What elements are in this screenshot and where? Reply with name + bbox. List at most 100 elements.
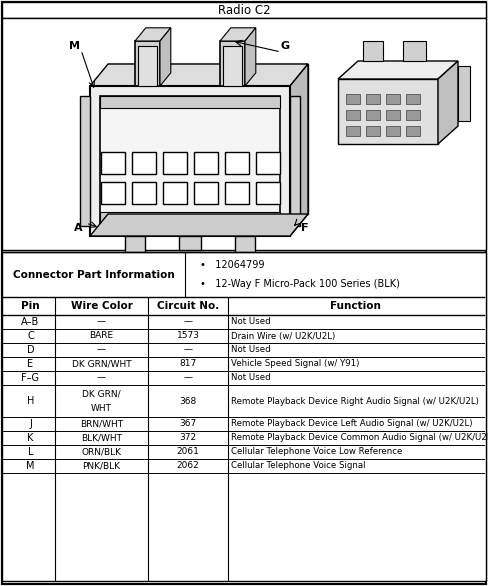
Text: 1573: 1573 — [177, 332, 200, 340]
Text: H: H — [27, 396, 34, 406]
Bar — [125, 236, 145, 258]
Bar — [406, 126, 420, 136]
Text: M: M — [26, 461, 35, 471]
Bar — [366, 126, 380, 136]
Text: BRN/WHT: BRN/WHT — [80, 420, 123, 428]
Bar — [406, 94, 420, 104]
Text: Pin: Pin — [21, 301, 40, 311]
Text: —: — — [183, 318, 192, 326]
Text: Function: Function — [329, 301, 381, 311]
Bar — [194, 182, 218, 204]
Bar — [256, 152, 280, 174]
Polygon shape — [438, 61, 458, 144]
Bar — [2, 252, 486, 581]
Bar — [346, 110, 360, 120]
Bar — [131, 182, 156, 204]
Polygon shape — [108, 64, 308, 214]
Text: —: — — [97, 346, 106, 355]
Bar — [163, 152, 186, 174]
Bar — [366, 110, 380, 120]
Text: DK GRN/WHT: DK GRN/WHT — [72, 359, 131, 369]
Text: 2061: 2061 — [177, 448, 200, 456]
Polygon shape — [338, 61, 458, 79]
Text: —: — — [97, 318, 106, 326]
Text: K: K — [27, 433, 34, 443]
Text: Circuit No.: Circuit No. — [157, 301, 219, 311]
Text: —: — — [183, 346, 192, 355]
Text: 368: 368 — [180, 397, 197, 406]
Bar — [406, 110, 420, 120]
Bar — [90, 86, 290, 236]
Text: C: C — [27, 331, 34, 341]
Text: Cellular Telephone Voice Low Reference: Cellular Telephone Voice Low Reference — [231, 448, 403, 456]
Bar — [386, 94, 400, 104]
Text: 2062: 2062 — [177, 462, 200, 471]
Text: A: A — [74, 223, 82, 233]
Text: Remote Playback Device Left Audio Signal (w/ U2K/U2L): Remote Playback Device Left Audio Signal… — [231, 420, 472, 428]
Bar — [131, 152, 156, 174]
Polygon shape — [160, 28, 171, 86]
Bar — [179, 236, 201, 250]
Text: L: L — [28, 447, 33, 457]
Text: Not Used: Not Used — [231, 373, 271, 383]
Bar — [386, 110, 400, 120]
Text: A–B: A–B — [21, 317, 40, 327]
Text: Remote Playback Device Right Audio Signal (w/ U2K/U2L): Remote Playback Device Right Audio Signa… — [231, 397, 479, 406]
Text: WHT: WHT — [91, 404, 112, 413]
Text: E: E — [27, 359, 34, 369]
Bar — [100, 212, 280, 222]
Bar — [2, 2, 486, 18]
Bar — [100, 96, 280, 108]
Bar — [346, 94, 360, 104]
Bar — [100, 96, 280, 226]
Bar — [224, 182, 248, 204]
Text: ORN/BLK: ORN/BLK — [81, 448, 122, 456]
Text: •   12064799: • 12064799 — [200, 261, 264, 271]
Bar — [101, 152, 124, 174]
Polygon shape — [363, 41, 383, 61]
Text: 367: 367 — [180, 420, 197, 428]
Text: —: — — [183, 373, 192, 383]
Bar — [290, 96, 300, 226]
Polygon shape — [245, 28, 256, 86]
Text: PNK/BLK: PNK/BLK — [82, 462, 121, 471]
Text: Wire Color: Wire Color — [71, 301, 132, 311]
Text: F: F — [301, 223, 309, 233]
Polygon shape — [90, 64, 308, 86]
Text: Drain Wire (w/ U2K/U2L): Drain Wire (w/ U2K/U2L) — [231, 332, 335, 340]
Bar — [163, 182, 186, 204]
Text: Radio C2: Radio C2 — [218, 4, 270, 16]
Bar — [224, 152, 248, 174]
Text: Vehicle Speed Signal (w/ Y91): Vehicle Speed Signal (w/ Y91) — [231, 359, 359, 369]
Bar — [138, 46, 157, 86]
Text: —: — — [97, 373, 106, 383]
Text: Cellular Telephone Voice Signal: Cellular Telephone Voice Signal — [231, 462, 366, 471]
Text: 817: 817 — [180, 359, 197, 369]
Bar — [235, 236, 255, 258]
Bar — [386, 126, 400, 136]
Polygon shape — [403, 41, 426, 61]
Polygon shape — [135, 28, 171, 41]
Bar — [80, 96, 90, 226]
Text: Connector Part Information: Connector Part Information — [13, 270, 174, 280]
Bar — [2, 18, 486, 250]
Bar — [220, 41, 245, 86]
Bar — [194, 152, 218, 174]
Text: M: M — [69, 41, 81, 51]
Bar — [135, 41, 160, 86]
Bar — [338, 79, 438, 144]
Bar — [256, 182, 280, 204]
Text: D: D — [27, 345, 34, 355]
Text: BLK/WHT: BLK/WHT — [81, 434, 122, 442]
Bar — [458, 66, 470, 121]
Text: Remote Playback Device Common Audio Signal (w/ U2K/U2L): Remote Playback Device Common Audio Sign… — [231, 434, 488, 442]
Text: •   12-Way F Micro-Pack 100 Series (BLK): • 12-Way F Micro-Pack 100 Series (BLK) — [200, 280, 400, 289]
Text: Not Used: Not Used — [231, 346, 271, 355]
Text: Not Used: Not Used — [231, 318, 271, 326]
Bar — [223, 46, 242, 86]
Text: J: J — [29, 419, 32, 429]
Bar — [101, 182, 124, 204]
Text: BARE: BARE — [89, 332, 114, 340]
Bar — [366, 94, 380, 104]
Text: DK GRN/: DK GRN/ — [82, 390, 121, 398]
